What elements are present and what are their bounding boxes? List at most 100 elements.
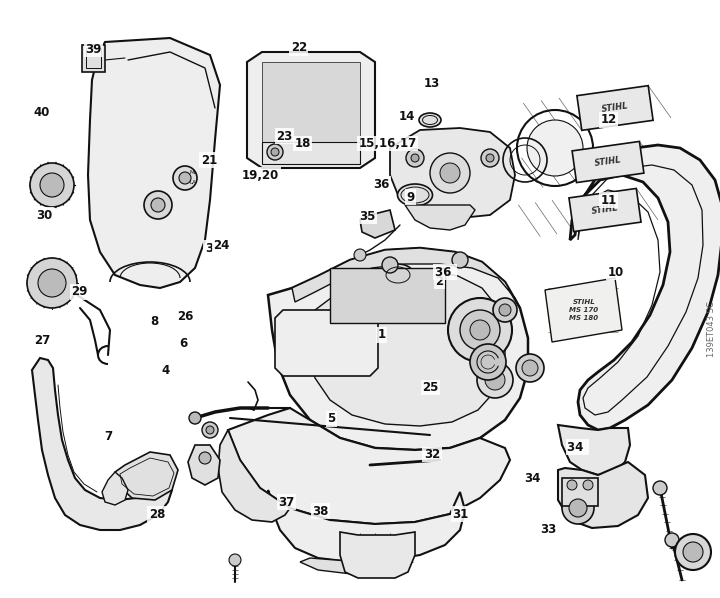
Text: 6: 6 — [179, 337, 188, 350]
Circle shape — [562, 492, 594, 524]
Polygon shape — [228, 408, 510, 524]
Text: 34: 34 — [567, 441, 588, 454]
Text: LA: LA — [189, 179, 197, 185]
Bar — [562, 478, 598, 506]
Polygon shape — [292, 248, 520, 308]
Text: 33: 33 — [541, 523, 557, 536]
Circle shape — [202, 422, 218, 438]
Circle shape — [481, 149, 499, 167]
Bar — [330, 268, 445, 323]
Circle shape — [179, 172, 191, 184]
Text: 32: 32 — [424, 448, 440, 461]
Text: 27: 27 — [34, 334, 50, 347]
Polygon shape — [572, 141, 644, 182]
Text: 34: 34 — [525, 472, 541, 485]
Ellipse shape — [382, 264, 414, 286]
Text: STIHL: STIHL — [601, 102, 629, 114]
Text: STIHL: STIHL — [594, 155, 622, 169]
Circle shape — [493, 298, 517, 322]
Text: 35: 35 — [359, 210, 375, 223]
Circle shape — [38, 269, 66, 297]
Circle shape — [267, 144, 283, 160]
Circle shape — [485, 370, 505, 390]
Text: 15,16,17: 15,16,17 — [359, 137, 416, 150]
Polygon shape — [268, 248, 528, 450]
Circle shape — [382, 257, 398, 273]
Circle shape — [199, 452, 211, 464]
Circle shape — [653, 481, 667, 495]
Circle shape — [522, 360, 538, 376]
Circle shape — [27, 258, 77, 308]
Circle shape — [665, 533, 679, 547]
Circle shape — [567, 480, 577, 490]
Text: 12: 12 — [600, 113, 616, 126]
Circle shape — [516, 354, 544, 382]
Circle shape — [229, 554, 241, 566]
Circle shape — [271, 148, 279, 156]
Circle shape — [499, 304, 511, 316]
Text: 4: 4 — [161, 364, 170, 377]
Polygon shape — [405, 205, 475, 230]
Circle shape — [411, 154, 419, 162]
Text: 18: 18 — [294, 137, 310, 150]
Text: STIHL: STIHL — [591, 204, 619, 216]
Circle shape — [452, 252, 468, 268]
Polygon shape — [360, 210, 395, 238]
Polygon shape — [305, 270, 505, 426]
Text: 24: 24 — [214, 239, 230, 252]
Circle shape — [30, 163, 74, 207]
Polygon shape — [570, 145, 720, 430]
Circle shape — [569, 499, 587, 517]
Text: 26: 26 — [178, 310, 194, 324]
Text: 9: 9 — [406, 191, 415, 204]
Circle shape — [683, 542, 703, 562]
Text: 7: 7 — [104, 430, 112, 443]
Polygon shape — [340, 532, 415, 578]
Ellipse shape — [419, 113, 441, 127]
Circle shape — [448, 298, 512, 362]
Text: 30: 30 — [37, 209, 53, 222]
Text: 37: 37 — [279, 496, 294, 509]
Text: 11: 11 — [600, 194, 616, 207]
Text: 8: 8 — [150, 315, 159, 328]
Circle shape — [406, 149, 424, 167]
Text: 23: 23 — [276, 130, 292, 143]
Circle shape — [189, 412, 201, 424]
Polygon shape — [82, 45, 105, 72]
Text: 38: 38 — [312, 505, 328, 518]
Text: 25: 25 — [423, 381, 438, 394]
Polygon shape — [102, 472, 128, 505]
Circle shape — [583, 480, 593, 490]
Text: 40: 40 — [34, 106, 50, 119]
Circle shape — [354, 249, 366, 261]
Text: 10: 10 — [608, 266, 624, 279]
Polygon shape — [558, 425, 630, 475]
Text: 28: 28 — [149, 508, 165, 521]
Circle shape — [173, 166, 197, 190]
Circle shape — [151, 198, 165, 212]
Bar — [262, 62, 360, 142]
Circle shape — [460, 310, 500, 350]
Circle shape — [470, 344, 506, 380]
Circle shape — [206, 426, 214, 434]
Polygon shape — [275, 310, 378, 376]
Circle shape — [440, 163, 460, 183]
Polygon shape — [247, 52, 375, 168]
Text: 21: 21 — [201, 154, 217, 167]
Text: 2: 2 — [435, 274, 444, 288]
Text: 1: 1 — [377, 328, 386, 341]
Text: 36: 36 — [435, 266, 455, 279]
Circle shape — [470, 320, 490, 340]
Circle shape — [144, 191, 172, 219]
Text: 19,20: 19,20 — [242, 169, 279, 182]
Text: 139ET043 SC: 139ET043 SC — [708, 301, 716, 357]
Text: 39: 39 — [86, 42, 102, 56]
Polygon shape — [218, 430, 290, 522]
Text: 3: 3 — [204, 242, 213, 255]
Circle shape — [486, 154, 494, 162]
Text: 31: 31 — [453, 508, 469, 521]
Text: 5: 5 — [327, 412, 336, 425]
Text: 22: 22 — [291, 41, 307, 54]
Text: 29: 29 — [71, 285, 87, 298]
Bar — [262, 142, 360, 164]
